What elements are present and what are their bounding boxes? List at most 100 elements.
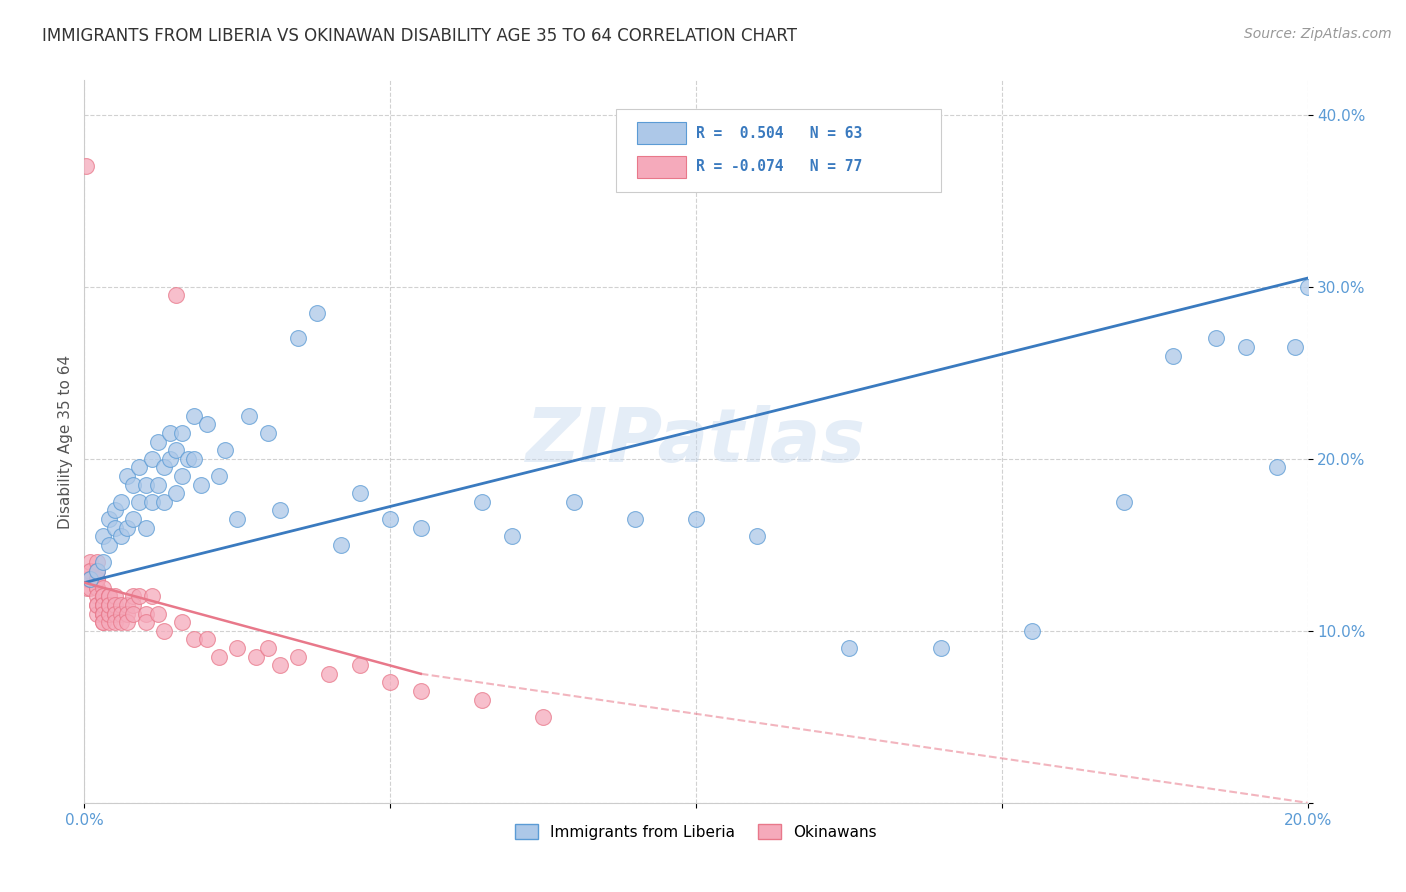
Point xyxy=(91,615,114,630)
Point xyxy=(79,572,101,586)
Point xyxy=(91,598,114,612)
Point xyxy=(238,409,260,423)
Point xyxy=(76,572,98,586)
Point xyxy=(91,615,114,630)
Point xyxy=(91,581,114,595)
Point xyxy=(79,581,101,595)
Point xyxy=(685,512,707,526)
Point xyxy=(97,607,120,621)
Point xyxy=(172,425,194,440)
Point xyxy=(305,305,328,319)
Point xyxy=(97,615,120,630)
Point xyxy=(172,469,194,483)
Point xyxy=(409,684,432,698)
Point xyxy=(86,572,108,586)
Point xyxy=(1236,340,1258,354)
Point xyxy=(502,529,524,543)
Point xyxy=(349,658,371,673)
Point xyxy=(1205,331,1227,345)
Point xyxy=(97,598,120,612)
Point xyxy=(122,590,145,604)
Point xyxy=(226,640,249,655)
Point xyxy=(929,640,952,655)
Point xyxy=(75,159,97,173)
Point xyxy=(91,607,114,621)
Point xyxy=(97,512,120,526)
Legend: Immigrants from Liberia, Okinawans: Immigrants from Liberia, Okinawans xyxy=(509,818,883,846)
Point xyxy=(86,581,108,595)
Point xyxy=(91,598,114,612)
Point xyxy=(159,425,181,440)
Point xyxy=(86,555,108,569)
Point xyxy=(128,494,150,508)
Point xyxy=(177,451,200,466)
Point xyxy=(183,409,205,423)
Point xyxy=(153,460,176,475)
Point xyxy=(91,607,114,621)
Point xyxy=(79,572,101,586)
Point xyxy=(110,598,132,612)
Point xyxy=(86,581,108,595)
Text: Source: ZipAtlas.com: Source: ZipAtlas.com xyxy=(1244,27,1392,41)
Point xyxy=(245,649,267,664)
Point xyxy=(1265,460,1288,475)
Point xyxy=(79,572,101,586)
Point xyxy=(146,477,169,491)
Point xyxy=(91,590,114,604)
Point xyxy=(141,494,163,508)
Point xyxy=(838,640,860,655)
Bar xyxy=(637,156,686,178)
Point xyxy=(104,615,127,630)
Point xyxy=(110,529,132,543)
Point xyxy=(165,288,187,302)
Point xyxy=(86,598,108,612)
Point xyxy=(380,512,402,526)
Point xyxy=(97,590,120,604)
Point xyxy=(104,598,127,612)
Point xyxy=(380,675,402,690)
Point xyxy=(104,503,127,517)
Point xyxy=(91,555,114,569)
Point xyxy=(97,598,120,612)
Point xyxy=(349,486,371,500)
Point xyxy=(531,710,554,724)
Point xyxy=(122,598,145,612)
Point xyxy=(141,451,163,466)
Point xyxy=(122,477,145,491)
Point xyxy=(91,529,114,543)
Point xyxy=(91,590,114,604)
Point xyxy=(269,503,291,517)
Point xyxy=(409,520,432,534)
Point xyxy=(91,607,114,621)
Point xyxy=(146,434,169,449)
Point xyxy=(330,538,353,552)
Point xyxy=(183,451,205,466)
Point xyxy=(1284,340,1306,354)
Point xyxy=(104,607,127,621)
Point xyxy=(471,494,494,508)
Point xyxy=(91,598,114,612)
Point xyxy=(97,598,120,612)
Point xyxy=(159,451,181,466)
Point xyxy=(110,494,132,508)
Point xyxy=(195,417,218,432)
Point xyxy=(79,564,101,578)
Point xyxy=(110,615,132,630)
Point xyxy=(208,469,231,483)
Point xyxy=(1021,624,1043,638)
Point xyxy=(115,607,138,621)
Point xyxy=(146,607,169,621)
Point xyxy=(1161,349,1184,363)
Point xyxy=(287,649,309,664)
Point xyxy=(86,590,108,604)
Point xyxy=(165,486,187,500)
Point xyxy=(86,598,108,612)
Point xyxy=(115,598,138,612)
Point xyxy=(86,564,108,578)
Point xyxy=(76,581,98,595)
Point xyxy=(135,615,157,630)
Point xyxy=(226,512,249,526)
Point xyxy=(190,477,212,491)
Point xyxy=(1114,494,1136,508)
Point xyxy=(97,607,120,621)
